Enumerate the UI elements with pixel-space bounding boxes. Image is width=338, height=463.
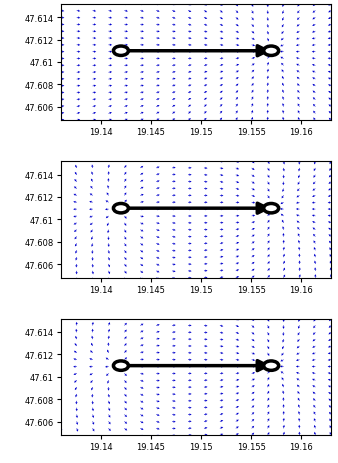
Ellipse shape xyxy=(114,204,128,213)
Ellipse shape xyxy=(264,361,279,370)
Ellipse shape xyxy=(264,204,279,213)
Ellipse shape xyxy=(264,47,279,56)
Ellipse shape xyxy=(114,47,128,56)
Ellipse shape xyxy=(114,361,128,370)
